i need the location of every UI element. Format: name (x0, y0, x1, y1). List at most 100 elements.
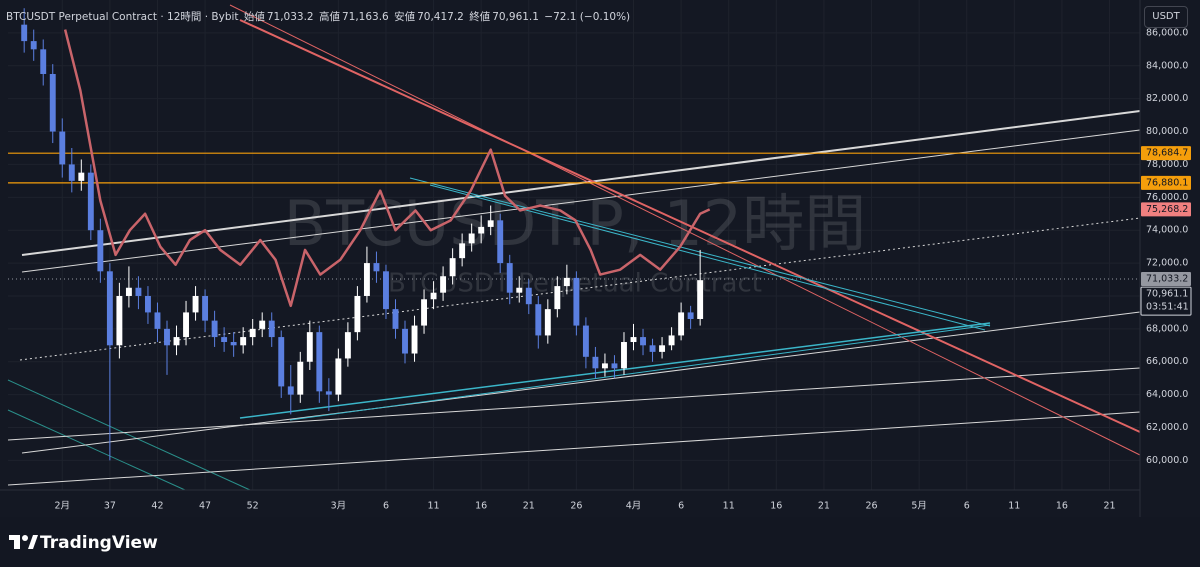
candle-body (506, 263, 513, 293)
trend-line (239, 322, 991, 419)
trend-line (229, 4, 1141, 456)
open-price-label-box (1141, 271, 1191, 286)
candle-body (611, 363, 618, 369)
candle-body (202, 295, 209, 321)
candle-body (582, 325, 589, 357)
candle-body (240, 337, 247, 346)
last-price-label: 70,961.1 (1146, 289, 1188, 300)
candle-body (297, 361, 304, 395)
y-tick-label: 82,000.0 (1146, 93, 1188, 104)
y-tick-label: 86,000.0 (1146, 27, 1188, 38)
candle-body (68, 164, 75, 181)
candle-body (459, 243, 466, 259)
candle-body (678, 312, 685, 336)
candle-body (87, 172, 94, 231)
change: −72.1 (−0.10%) (544, 11, 631, 23)
candle-body (21, 24, 28, 42)
currency-button[interactable]: USDT (1144, 6, 1188, 28)
x-tick-label: 26 (570, 501, 582, 512)
last-price-box (1140, 286, 1192, 316)
y-tick-label: 60,000.0 (1146, 455, 1188, 466)
candle-body (497, 220, 504, 264)
hline-label: 78,684.7 (1146, 148, 1188, 159)
candle-body (135, 287, 142, 296)
candle-body (344, 332, 351, 359)
candle-body (402, 328, 408, 354)
candle-body (621, 342, 627, 369)
y-tick-label: 64,000.0 (1146, 389, 1188, 400)
trend-line (7, 409, 186, 491)
trend-line (7, 379, 251, 491)
candle-body (173, 337, 180, 346)
candle-body (430, 292, 437, 300)
chart: BTCUSDT.P, 12時間 BTCUSDT Perpetual Contra… (0, 0, 1192, 517)
trend-line (7, 411, 1141, 486)
candle-body (383, 271, 389, 310)
x-tick-label: 16 (475, 501, 487, 512)
x-tick-label: 4月 (626, 501, 642, 512)
x-tick-label: 52 (247, 501, 259, 512)
x-tick-label: 26 (865, 501, 877, 512)
trend-line (21, 311, 1141, 454)
label: 始値 (243, 11, 265, 23)
footer: TradingView (0, 517, 1200, 567)
candle-body (516, 287, 523, 293)
y-tick-label: 62,000.0 (1146, 422, 1188, 433)
candle-body (278, 337, 285, 387)
candle-body (592, 356, 599, 369)
candle-body (221, 337, 228, 343)
candle-body (183, 312, 189, 338)
candle-body (630, 337, 637, 343)
hline-label-box (1141, 146, 1191, 161)
y-tick-label: 78,000.0 (1146, 159, 1188, 170)
trend-line (239, 19, 1141, 433)
y-tick-label: 74,000.0 (1146, 225, 1188, 236)
hline-label: 76,880.1 (1146, 177, 1188, 188)
candle-body (192, 295, 199, 313)
candle-body (640, 337, 646, 346)
candle-body (335, 358, 342, 395)
candle-body (363, 263, 370, 296)
indicator-label: 75,268.2 (1146, 204, 1188, 215)
candle-body (306, 332, 313, 362)
label: 高値 (318, 11, 340, 23)
x-tick-label: 21 (523, 501, 535, 512)
x-tick-label: 37 (104, 501, 116, 512)
candle-body (40, 49, 47, 74)
candle-body (287, 386, 294, 395)
candle-body (97, 230, 104, 272)
y-tick-label: 72,000.0 (1146, 258, 1188, 269)
label: 終値 (469, 11, 491, 23)
y-tick-label: 66,000.0 (1146, 356, 1188, 367)
candle-body (59, 131, 66, 165)
candle-body (316, 332, 323, 392)
x-tick-label: 6 (383, 501, 389, 512)
x-tick-label: 11 (723, 501, 735, 512)
candle-body (668, 335, 675, 346)
candle-body (268, 320, 275, 338)
candle-body (659, 345, 666, 352)
x-tick-label: 16 (1056, 501, 1068, 512)
candle-body (525, 287, 532, 305)
brand: TradingView (40, 533, 158, 553)
x-tick-label: 42 (151, 501, 163, 512)
indicator-line (63, 29, 711, 308)
candle-body (535, 304, 542, 336)
trend-line (289, 324, 991, 421)
y-tick-label: 76,000.0 (1146, 192, 1188, 203)
candle-body (30, 41, 37, 50)
value: 71,033.2 (266, 11, 314, 23)
candle-body (697, 280, 704, 319)
x-tick-label: 16 (770, 501, 782, 512)
indicator-label-box (1141, 202, 1191, 217)
trend-line (19, 217, 1141, 361)
x-tick-label: 6 (964, 501, 970, 512)
candle-body (687, 312, 694, 319)
candle-body (354, 295, 361, 333)
y-tick-label: 80,000.0 (1146, 126, 1188, 137)
candle-body (145, 295, 151, 313)
y-tick-label: 68,000.0 (1146, 323, 1188, 334)
candle-body (325, 391, 332, 395)
candle-body (421, 299, 428, 326)
x-tick-label: 21 (1103, 501, 1115, 512)
